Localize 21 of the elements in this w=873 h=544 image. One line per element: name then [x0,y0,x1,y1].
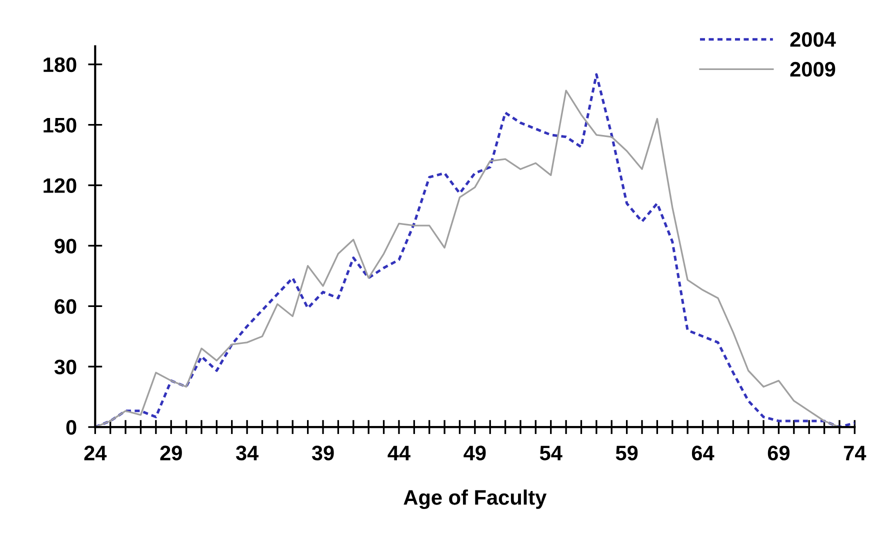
x-tick-label: 29 [160,446,182,460]
x-tick-label: 49 [464,446,486,460]
x-tick-label: 64 [692,446,714,460]
y-tick-label: 90 [54,238,76,254]
x-tick-label: 44 [388,446,410,460]
y-tick-label: 0 [66,420,76,435]
x-tick-label: 34 [236,446,259,460]
legend-label: 2009 [790,62,836,77]
y-tick-label: 120 [44,178,76,194]
y-tick-label: 180 [44,57,76,72]
y-tick-label: 30 [54,360,76,374]
y-tick-label: 60 [54,299,76,314]
x-tick-label: 39 [312,446,334,460]
x-tick-label: 74 [844,446,866,460]
x-tick-label: 24 [84,446,107,460]
x-tick-label: 54 [540,446,562,460]
x-tick-label: 59 [616,446,638,460]
x-tick-label: 69 [768,446,790,460]
x-axis-title: Age of Faculty [404,490,547,510]
y-tick-label: 150 [44,118,76,133]
legend-label: 2004 [790,32,836,47]
